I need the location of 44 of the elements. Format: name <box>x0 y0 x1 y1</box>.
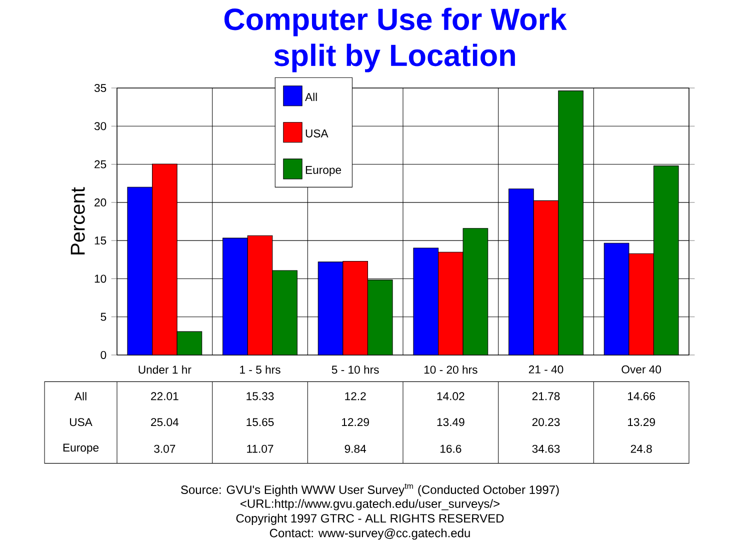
x-tick-label: 5 - 10 hrs <box>332 365 379 374</box>
y-tick-label: 30 <box>94 122 106 130</box>
y-tick-label: 5 <box>100 312 106 321</box>
data-label: 16.6 <box>440 444 462 453</box>
y-tick-label: 10 <box>94 274 106 283</box>
data-label: 21.78 <box>532 392 560 400</box>
data-label: 3.07 <box>154 444 176 453</box>
data-label: 24.8 <box>630 444 652 453</box>
data-label: 34.63 <box>532 444 560 453</box>
source-note: Source: GVU's Eighth WWW User Survey$^{tm}$ (Conducted October 1997) <box>181 484 559 496</box>
x-tick-label: 10 - 20 hrs <box>424 365 478 374</box>
text: Copyright 1997 GTRC - ALL RIGHTS RESERVED <box>236 514 504 525</box>
y-tick-label: 15 <box>94 236 106 245</box>
y-tick-label: 25 <box>94 160 106 168</box>
data-label: 15.33 <box>246 392 274 400</box>
text: USA <box>70 418 92 426</box>
y-tick-label: 35 <box>94 84 106 92</box>
y-tick-label: 20 <box>94 198 106 206</box>
data-label: 13.49 <box>437 418 464 426</box>
legend-label: All <box>305 92 317 101</box>
data-label: 13.29 <box>628 418 655 426</box>
data-label: 12.29 <box>342 418 369 426</box>
text: <URL:http://www.gvu.gatech.edu/user_surveys/> <box>240 499 500 510</box>
x-tick-label: Over 40 <box>622 365 662 374</box>
data-label: 11.07 <box>247 444 274 453</box>
legend-label: USA <box>306 129 328 138</box>
data-label: 22.01 <box>151 392 178 400</box>
x-tick-label: 21 - 40 <box>528 365 564 374</box>
text: Europe <box>63 444 99 454</box>
data-label: 12.2 <box>345 392 366 400</box>
data-label: 14.66 <box>628 392 656 400</box>
legend-label: Europe <box>306 166 342 176</box>
x-tick-label: Under 1 hr <box>138 365 192 374</box>
data-label: 9.84 <box>344 444 366 453</box>
data-label: 20.23 <box>532 418 560 426</box>
y-tick-label: 0 <box>100 350 106 359</box>
data-label: 25.04 <box>151 418 179 426</box>
text: All <box>74 392 86 400</box>
text: Contact: www-survey@cc.gatech.edu <box>270 528 470 540</box>
y-axis-title: Percent <box>70 187 85 254</box>
chart-title: Computer Use for Work split by Location <box>224 8 567 72</box>
x-tick-label: 1 - 5 hrs <box>240 365 280 374</box>
data-label: 15.65 <box>246 418 274 426</box>
data-label: 14.02 <box>437 392 464 400</box>
